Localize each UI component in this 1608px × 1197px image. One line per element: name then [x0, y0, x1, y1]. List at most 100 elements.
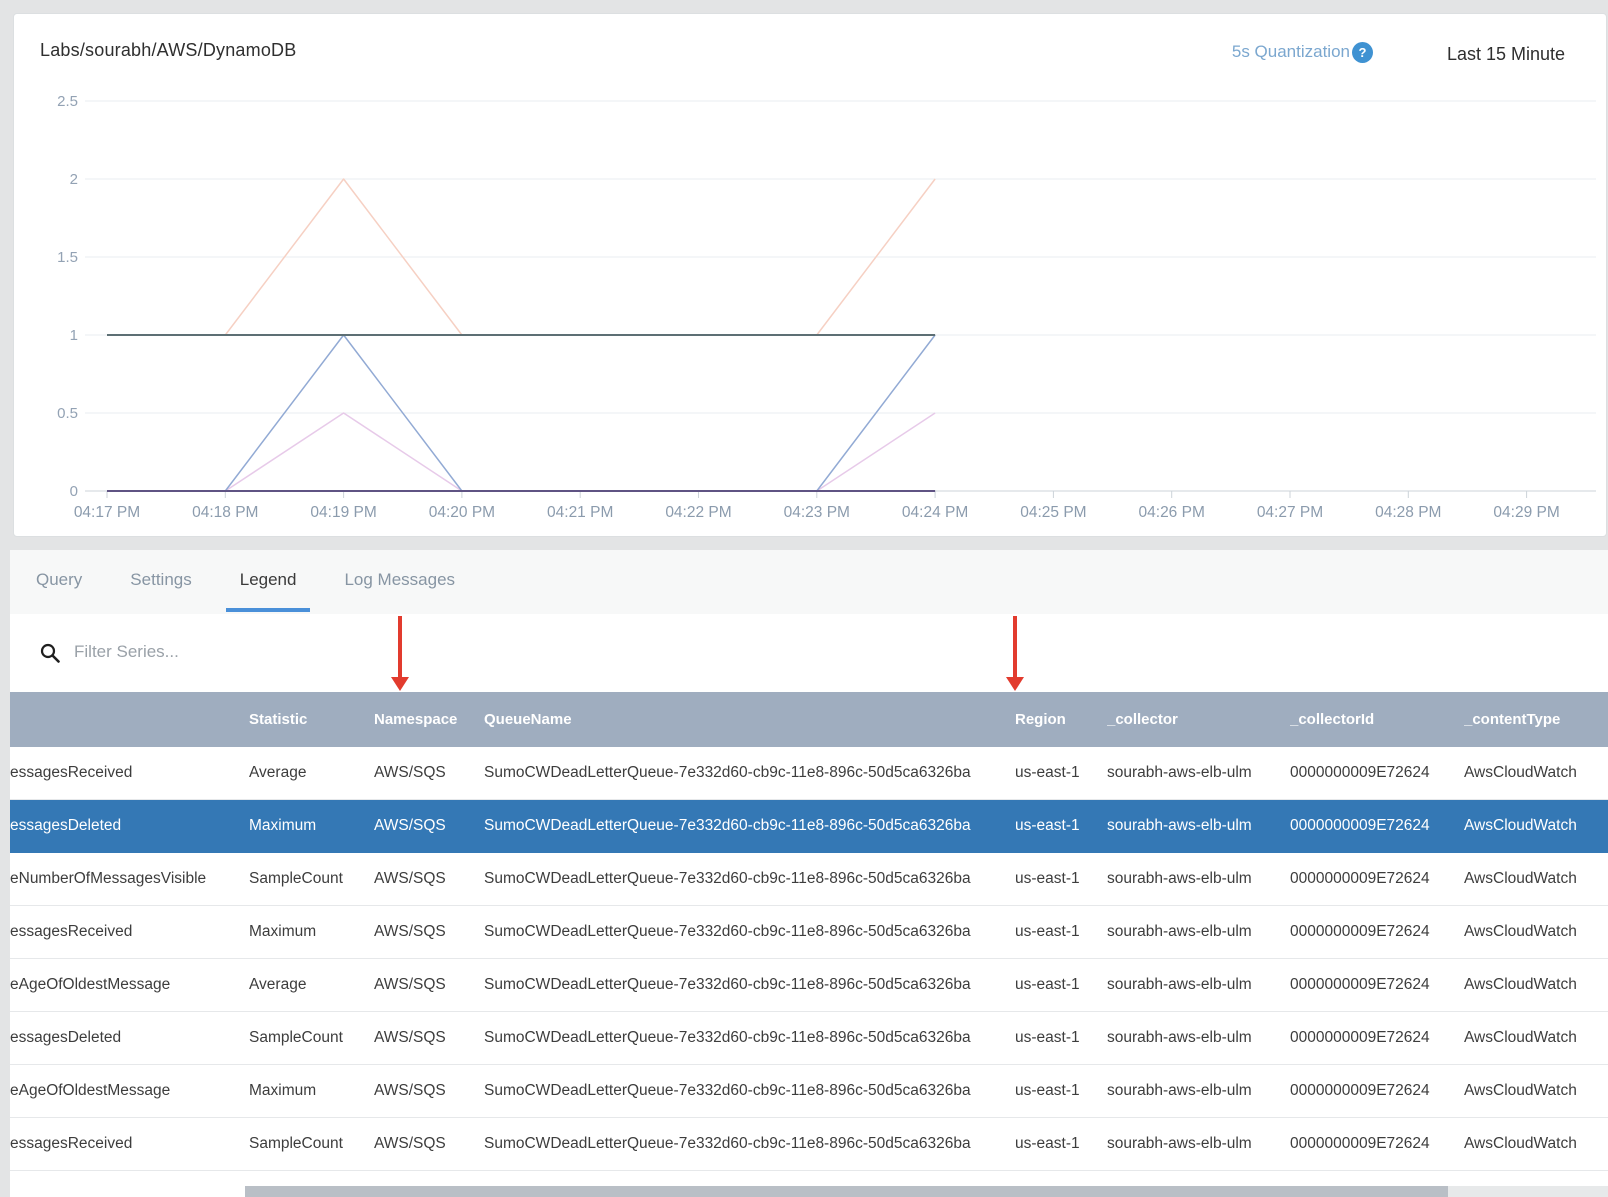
cell-namespace: AWS/SQS	[374, 1029, 446, 1046]
table-row[interactable]: essagesDeleted SampleCount AWS/SQS SumoC…	[10, 1012, 1608, 1065]
cell-region: us-east-1	[1015, 870, 1080, 887]
cell-namespace: AWS/SQS	[374, 870, 446, 887]
cell-collectorid: 0000000009E72624	[1290, 1135, 1430, 1152]
cell-collectorid: 0000000009E72624	[1290, 870, 1430, 887]
table-row[interactable]: eAgeOfOldestMessage Average AWS/SQS Sumo…	[10, 959, 1608, 1012]
annotation-arrow-region	[1006, 616, 1024, 691]
cell-series-name: essagesDeleted	[10, 1029, 122, 1046]
filter-series-input[interactable]	[74, 632, 674, 672]
cell-queuename: SumoCWDeadLetterQueue-7e332d60-cb9c-11e8…	[484, 923, 971, 940]
cell-region: us-east-1	[1015, 1082, 1080, 1099]
cell-series-name: essagesDeleted	[10, 817, 122, 834]
cell-queuename: SumoCWDeadLetterQueue-7e332d60-cb9c-11e8…	[484, 1082, 971, 1099]
cell-region: us-east-1	[1015, 764, 1080, 781]
header-statistic[interactable]: Statistic	[249, 711, 308, 728]
cell-contenttype: AwsCloudWatch	[1464, 870, 1577, 887]
cell-namespace: AWS/SQS	[374, 976, 446, 993]
tab-bar: Query Settings Legend Log Messages	[10, 550, 1608, 614]
legend-table-body: essagesReceived Average AWS/SQS SumoCWDe…	[10, 747, 1608, 1171]
scrollbar-track	[1448, 1186, 1608, 1197]
quantization-selector[interactable]: 5s Quantization	[1231, 42, 1350, 61]
search-icon	[40, 643, 60, 663]
time-range-selector[interactable]: Last 15 Minute	[1447, 44, 1566, 64]
table-row[interactable]: eAgeOfOldestMessage Maximum AWS/SQS Sumo…	[10, 1065, 1608, 1118]
cell-statistic: SampleCount	[249, 1029, 343, 1046]
cell-series-name: eNumberOfMessagesVisible	[10, 870, 207, 887]
cell-queuename: SumoCWDeadLetterQueue-7e332d60-cb9c-11e8…	[484, 764, 971, 781]
table-row[interactable]: essagesDeleted Maximum AWS/SQS SumoCWDea…	[10, 800, 1608, 853]
tab-log-messages[interactable]: Log Messages	[344, 570, 456, 589]
cell-region: us-east-1	[1015, 976, 1080, 993]
cell-queuename: SumoCWDeadLetterQueue-7e332d60-cb9c-11e8…	[484, 1029, 971, 1046]
cell-collector: sourabh-aws-elb-ulm	[1107, 764, 1252, 781]
cell-collectorid: 0000000009E72624	[1290, 1082, 1430, 1099]
cell-collectorid: 0000000009E72624	[1290, 764, 1430, 781]
legend-table-header: Statistic Namespace QueueName Region _co…	[10, 692, 1608, 747]
cell-collector: sourabh-aws-elb-ulm	[1107, 1082, 1252, 1099]
cell-namespace: AWS/SQS	[374, 764, 446, 781]
cell-region: us-east-1	[1015, 923, 1080, 940]
cell-collectorid: 0000000009E72624	[1290, 976, 1430, 993]
cell-contenttype: AwsCloudWatch	[1464, 1029, 1577, 1046]
cell-queuename: SumoCWDeadLetterQueue-7e332d60-cb9c-11e8…	[484, 1135, 971, 1152]
cell-collector: sourabh-aws-elb-ulm	[1107, 870, 1252, 887]
chart-title: Labs/sourabh/AWS/DynamoDB	[40, 40, 297, 60]
table-row[interactable]: essagesReceived SampleCount AWS/SQS Sumo…	[10, 1118, 1608, 1171]
cell-contenttype: AwsCloudWatch	[1464, 1082, 1577, 1099]
legend-table: Statistic Namespace QueueName Region _co…	[10, 692, 1608, 1171]
cell-statistic: Maximum	[249, 923, 317, 940]
tab-legend[interactable]: Legend	[225, 550, 311, 614]
table-row[interactable]: essagesReceived Maximum AWS/SQS SumoCWDe…	[10, 906, 1608, 959]
header-region[interactable]: Region	[1015, 711, 1066, 728]
cell-series-name: essagesReceived	[10, 923, 133, 940]
cell-statistic: SampleCount	[249, 1135, 343, 1152]
header-contenttype[interactable]: _contentType	[1464, 711, 1561, 728]
cell-namespace: AWS/SQS	[374, 1082, 446, 1099]
scrollbar-thumb[interactable]	[245, 1186, 1448, 1197]
filter-row	[10, 614, 1608, 692]
chart-card	[13, 13, 1607, 537]
table-row[interactable]: essagesReceived Average AWS/SQS SumoCWDe…	[10, 747, 1608, 800]
cell-contenttype: AwsCloudWatch	[1464, 1135, 1577, 1152]
cell-statistic: Average	[249, 976, 307, 993]
cell-collectorid: 0000000009E72624	[1290, 923, 1430, 940]
cell-queuename: SumoCWDeadLetterQueue-7e332d60-cb9c-11e8…	[484, 976, 971, 993]
header-queuename[interactable]: QueueName	[484, 711, 572, 728]
cell-series-name: eAgeOfOldestMessage	[10, 1082, 171, 1099]
table-row[interactable]: eNumberOfMessagesVisible SampleCount AWS…	[10, 853, 1608, 906]
cell-contenttype: AwsCloudWatch	[1464, 764, 1577, 781]
cell-statistic: Maximum	[249, 1082, 317, 1099]
cell-series-name: essagesReceived	[10, 1135, 133, 1152]
cell-region: us-east-1	[1015, 1029, 1080, 1046]
cell-contenttype: AwsCloudWatch	[1464, 923, 1577, 940]
cell-collector: sourabh-aws-elb-ulm	[1107, 1029, 1252, 1046]
tab-query[interactable]: Query	[36, 570, 83, 589]
help-icon[interactable]: ?	[1352, 42, 1373, 63]
cell-contenttype: AwsCloudWatch	[1464, 976, 1577, 993]
cell-namespace: AWS/SQS	[374, 923, 446, 940]
cell-region: us-east-1	[1015, 817, 1080, 834]
cell-collectorid: 0000000009E72624	[1290, 817, 1430, 834]
header-collector[interactable]: _collector	[1107, 711, 1178, 728]
cell-series-name: eAgeOfOldestMessage	[10, 976, 171, 993]
cell-statistic: Average	[249, 764, 307, 781]
cell-collector: sourabh-aws-elb-ulm	[1107, 817, 1252, 834]
cell-namespace: AWS/SQS	[374, 817, 446, 834]
header-collectorid[interactable]: _collectorId	[1290, 711, 1375, 728]
cell-collector: sourabh-aws-elb-ulm	[1107, 923, 1252, 940]
tab-settings[interactable]: Settings	[130, 570, 192, 589]
cell-statistic: SampleCount	[249, 870, 343, 887]
cell-contenttype: AwsCloudWatch	[1464, 817, 1577, 834]
cell-statistic: Maximum	[249, 817, 317, 834]
cell-series-name: essagesReceived	[10, 764, 133, 781]
cell-namespace: AWS/SQS	[374, 1135, 446, 1152]
cell-collectorid: 0000000009E72624	[1290, 1029, 1430, 1046]
cell-queuename: SumoCWDeadLetterQueue-7e332d60-cb9c-11e8…	[484, 817, 971, 834]
header-namespace[interactable]: Namespace	[374, 711, 458, 728]
cell-queuename: SumoCWDeadLetterQueue-7e332d60-cb9c-11e8…	[484, 870, 971, 887]
cell-region: us-east-1	[1015, 1135, 1080, 1152]
annotation-arrow-namespace	[391, 616, 409, 691]
horizontal-scrollbar	[10, 1186, 1608, 1197]
cell-collector: sourabh-aws-elb-ulm	[1107, 1135, 1252, 1152]
cell-collector: sourabh-aws-elb-ulm	[1107, 976, 1252, 993]
